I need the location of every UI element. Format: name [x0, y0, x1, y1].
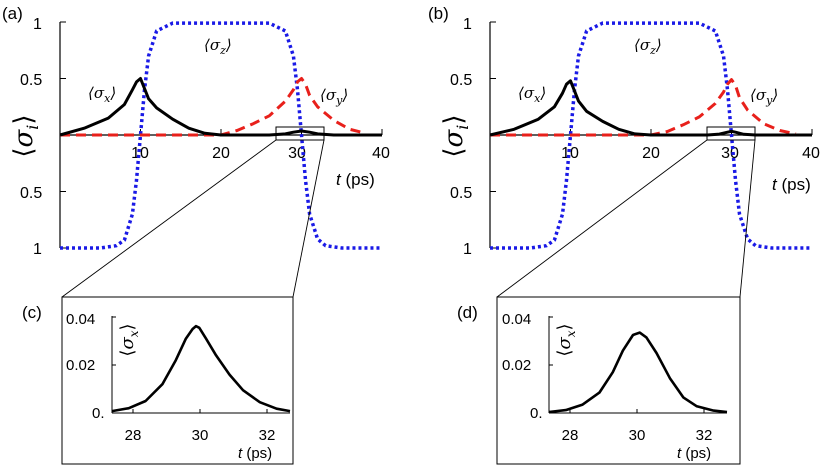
panel-d-xtick-32: 32: [696, 427, 713, 444]
series-line-sy: [490, 78, 797, 137]
panel-c: (c) 0.04 0.02 0. 28 30 32 t (ps) ⟨σx⟩: [22, 296, 294, 465]
panel-b-xtick-40: 40: [802, 145, 820, 162]
panel-a-ytick-neg05: 0.5: [20, 185, 42, 202]
series-line-sx: [489, 79, 812, 137]
panel-d-xtick-30: 30: [629, 427, 646, 444]
panel-d: (d) 0.04 0.02 0. 28 30 32 t (ps) ⟨σx⟩: [457, 296, 741, 465]
panel-b-label: (b): [428, 4, 449, 23]
zoom-connector-line: [739, 139, 756, 298]
panel-c-ylabel: ⟨σx⟩: [117, 323, 141, 356]
zoom-connector-line: [496, 139, 708, 298]
panel-d-ytick-004: 0.04: [502, 311, 531, 328]
panel-b-ylabel: ⟨σi⟩: [439, 114, 472, 157]
series-line-sx: [59, 77, 382, 137]
series-line-sx: [548, 331, 728, 414]
panel-d-label: (d): [457, 303, 478, 322]
panel-a-annot-sy: ⟨σy⟩: [320, 86, 348, 107]
panel-b-zoom-box: [706, 126, 756, 141]
panel-a-xtick-20: 20: [212, 145, 230, 162]
series-line-sz: [490, 21, 812, 250]
zoom-connectors: [61, 139, 756, 298]
panel-b-ytick-05: 0.5: [450, 72, 472, 89]
panel-b-ytick-neg1: 1: [463, 241, 472, 258]
panel-d-xtick-28: 28: [562, 427, 579, 444]
series-line-sx: [111, 324, 291, 413]
panel-d-ytick-002: 0.02: [502, 357, 531, 374]
panel-b-annot-sy: ⟨σy⟩: [750, 86, 778, 107]
panel-d-frame: [496, 296, 741, 465]
panel-b-plot-area: [489, 21, 812, 250]
panel-a-plot-area: [59, 21, 382, 250]
panel-b-xtick-30: 30: [721, 145, 739, 162]
panel-c-xtick-30: 30: [192, 427, 209, 444]
panel-b-xlabel: t (ps): [772, 175, 811, 194]
panel-c-label: (c): [22, 303, 42, 322]
panel-d-xlabel: t (ps): [677, 445, 711, 462]
panel-a-zoom-box: [275, 126, 325, 141]
panel-b-annot-sz: ⟨σz⟩: [634, 36, 662, 57]
panel-a-ytick-1: 1: [33, 16, 42, 33]
panel-c-plot-area: [111, 324, 291, 413]
panel-c-xtick-28: 28: [125, 427, 142, 444]
panel-a-xtick-30: 30: [288, 145, 306, 162]
panel-c-ytick-0: 0.: [92, 405, 105, 422]
zoom-connector-line: [292, 139, 325, 298]
panel-d-ytick-0: 0.: [530, 405, 543, 422]
panel-b-xtick-20: 20: [642, 145, 660, 162]
panel-c-ytick-002: 0.02: [66, 357, 95, 374]
panel-c-frame: [61, 296, 294, 465]
panel-a-label: (a): [2, 4, 23, 23]
panel-b-ytick-1: 1: [463, 16, 472, 33]
panel-c-xlabel: t (ps): [238, 445, 272, 462]
panel-a: (a) 1 0.5 0.5 1 10 20 30 40 t (ps) ⟨σi⟩ …: [2, 4, 390, 258]
panel-a-xtick-40: 40: [372, 145, 390, 162]
panel-c-xtick-32: 32: [259, 427, 276, 444]
panel-a-xtick-10: 10: [131, 145, 149, 162]
panel-a-xlabel: t (ps): [336, 170, 375, 189]
zoom-connector-line: [61, 139, 277, 298]
panel-d-ylabel: ⟨σx⟩: [554, 323, 578, 356]
panel-a-ytick-neg1: 1: [33, 241, 42, 258]
panel-d-plot-area: [548, 331, 728, 414]
series-line-sz: [60, 21, 382, 250]
panel-a-ytick-05: 0.5: [20, 72, 42, 89]
panel-b-ytick-neg05: 0.5: [450, 185, 472, 202]
panel-b-annot-sx: ⟨σx⟩: [518, 84, 546, 105]
panel-c-ytick-004: 0.04: [66, 311, 95, 328]
panel-a-annot-sz: ⟨σz⟩: [204, 36, 232, 57]
panel-a-annot-sx: ⟨σx⟩: [88, 84, 116, 105]
panel-b: (b) 1 0.5 0.5 1 10 20 30 40 t (ps) ⟨σi⟩ …: [428, 4, 820, 258]
panel-b-xtick-10: 10: [561, 145, 579, 162]
panel-a-ylabel: ⟨σi⟩: [9, 114, 42, 157]
series-line-sy: [60, 77, 367, 137]
